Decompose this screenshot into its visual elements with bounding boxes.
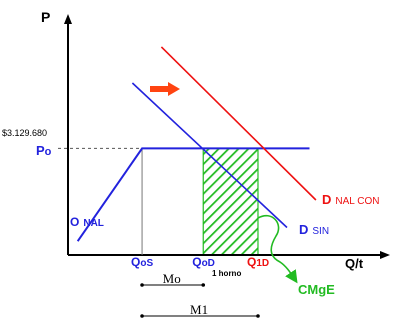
y-axis-label: P [41, 9, 50, 25]
horno-annotation: 1 horno [212, 269, 241, 278]
quantity-label-q1d: Q1D [247, 255, 269, 269]
bracket-end-mo-1 [201, 283, 206, 287]
bracket-label-mo: Mo [163, 271, 181, 286]
bracket-end-m1-1 [256, 314, 260, 318]
series-line-o-nal [76, 147, 310, 242]
series-line-d-sin [131, 82, 288, 229]
bracket-layer [140, 283, 260, 318]
series-layer [76, 46, 317, 242]
cmge-pointer-arrow [257, 214, 298, 284]
price-value-label: $3.129.680 [2, 128, 47, 138]
x-axis-label: Q/t [345, 256, 364, 271]
quantity-label-qos: QoS [131, 255, 153, 269]
hatched-area [202, 147, 259, 256]
y-axis-arrowhead [64, 14, 72, 24]
price-label: Po [36, 143, 52, 158]
series-label-o-nal: O NAL [70, 215, 104, 229]
series-label-d-nal-con: D NAL CON [322, 192, 379, 207]
cmge-label: CMgE [298, 282, 335, 297]
demand-shift-arrow [150, 82, 180, 96]
x-axis-arrowhead [380, 251, 390, 259]
bracket-end-mo-0 [140, 283, 144, 287]
series-line-d-nal-con [160, 46, 317, 201]
quantity-label-qod: QoD [192, 255, 215, 269]
bracket-end-m1-0 [140, 314, 144, 318]
bracket-label-m1: M1 [190, 302, 208, 317]
series-label-d-sin: D SIN [299, 222, 329, 237]
